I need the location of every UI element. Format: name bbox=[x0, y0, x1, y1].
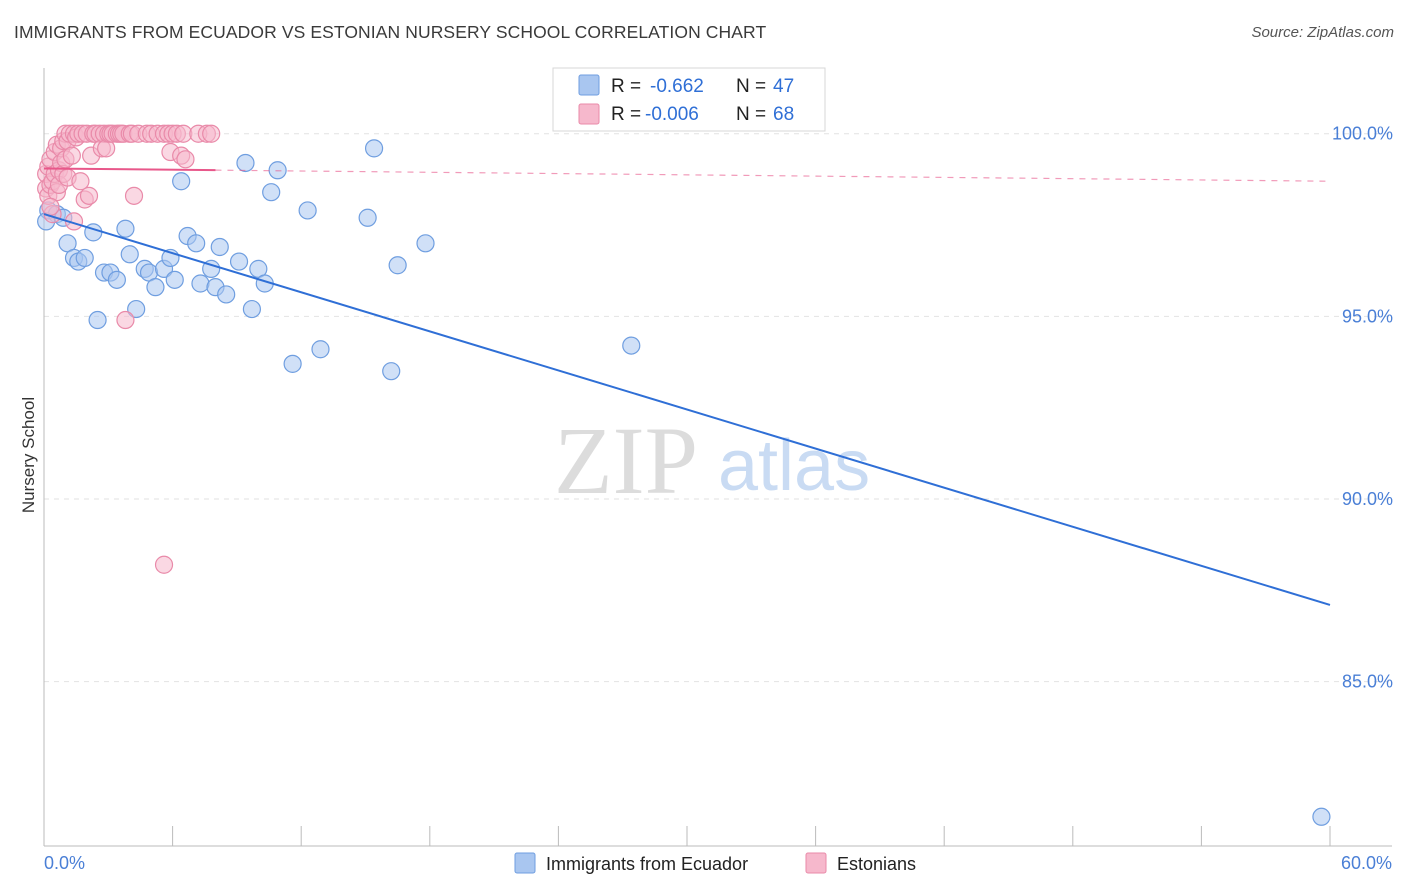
y-tick-label-0: 100.0% bbox=[1332, 124, 1393, 144]
x-tick-label-min: 0.0% bbox=[44, 853, 85, 873]
y-tick-label-3: 85.0% bbox=[1342, 672, 1393, 692]
point-ecuador-8 bbox=[88, 310, 107, 330]
point-ecuador-12 bbox=[116, 219, 135, 238]
point-ecuador-39 bbox=[358, 208, 377, 227]
point-estonians-28 bbox=[71, 172, 90, 191]
bottom-legend: Immigrants from Ecuador Estonians bbox=[514, 852, 916, 874]
trend-lines bbox=[43, 167, 1331, 606]
x-tick-label-max: 60.0% bbox=[1341, 853, 1392, 873]
point-ecuador-11 bbox=[107, 270, 126, 289]
legend-r-label-ecuador: R = bbox=[611, 76, 641, 97]
legend-swatch-estonians bbox=[578, 103, 600, 125]
legend-box: R = -0.662 N = 47 R = -0.006 N = 68 bbox=[552, 67, 826, 132]
point-ecuador-45 bbox=[1312, 807, 1331, 826]
y-tick-label-2: 90.0% bbox=[1342, 489, 1393, 509]
bottom-legend-swatch-estonians bbox=[805, 852, 827, 874]
point-ecuador-36 bbox=[283, 354, 302, 373]
point-estonians-32 bbox=[79, 186, 99, 205]
point-ecuador-42 bbox=[388, 256, 407, 275]
point-ecuador-20 bbox=[165, 270, 184, 289]
legend-n-value-ecuador: 47 bbox=[773, 76, 794, 97]
point-estonians-66 bbox=[154, 555, 174, 574]
legend-n-label-estonians: N = bbox=[736, 104, 766, 125]
legend-n-label-ecuador: N = bbox=[736, 76, 766, 97]
legend-r-value-estonians: -0.006 bbox=[645, 104, 699, 125]
point-ecuador-43 bbox=[416, 234, 435, 253]
legend-swatch-ecuador bbox=[578, 74, 600, 96]
point-ecuador-31 bbox=[242, 299, 262, 319]
point-ecuador-27 bbox=[210, 237, 229, 257]
point-ecuador-38 bbox=[311, 340, 330, 359]
data-points bbox=[37, 124, 1331, 826]
point-ecuador-24 bbox=[191, 274, 210, 293]
y-tick-labels: 100.0% 95.0% 90.0% 85.0% bbox=[1332, 124, 1393, 692]
legend-r-label-estonians: R = bbox=[611, 104, 641, 125]
point-ecuador-37 bbox=[298, 201, 317, 220]
point-estonians-67 bbox=[41, 197, 60, 216]
source-label: Source: ZipAtlas.com bbox=[1251, 24, 1394, 41]
trend-line-ecuador bbox=[43, 213, 1331, 606]
point-ecuador-44 bbox=[622, 336, 641, 355]
point-ecuador-13 bbox=[120, 245, 139, 264]
point-ecuador-40 bbox=[364, 139, 384, 158]
watermark-zip: ZIP bbox=[554, 407, 698, 514]
bottom-legend-swatch-ecuador bbox=[514, 852, 536, 874]
point-ecuador-23 bbox=[187, 234, 206, 253]
point-ecuador-29 bbox=[229, 252, 249, 271]
chart-title: IMMIGRANTS FROM ECUADOR VS ESTONIAN NURS… bbox=[14, 22, 767, 42]
point-estonians-50 bbox=[124, 186, 144, 205]
legend-r-value-ecuador: -0.662 bbox=[650, 76, 704, 97]
x-ticks bbox=[43, 826, 1331, 846]
point-estonians-65 bbox=[202, 124, 221, 143]
trend-line-estonians bbox=[43, 167, 216, 172]
point-ecuador-6 bbox=[75, 248, 94, 268]
point-estonians-23 bbox=[62, 146, 81, 165]
point-ecuador-28 bbox=[217, 285, 236, 304]
point-ecuador-34 bbox=[262, 183, 281, 202]
grid-lines bbox=[44, 133, 1392, 683]
y-axis-label: Nursery School bbox=[19, 397, 38, 513]
point-ecuador-21 bbox=[172, 172, 191, 191]
point-ecuador-17 bbox=[146, 278, 165, 297]
point-ecuador-14 bbox=[127, 299, 146, 319]
legend-n-value-estonians: 68 bbox=[773, 104, 794, 125]
watermark-atlas: atlas bbox=[718, 426, 870, 506]
point-estonians-62 bbox=[176, 150, 195, 169]
point-estonians-47 bbox=[116, 310, 135, 330]
bottom-legend-label-estonians: Estonians bbox=[837, 854, 916, 874]
point-ecuador-41 bbox=[382, 362, 401, 381]
bottom-legend-label-ecuador: Immigrants from Ecuador bbox=[546, 854, 748, 874]
y-tick-label-1: 95.0% bbox=[1342, 306, 1393, 326]
point-ecuador-30 bbox=[236, 153, 255, 173]
trend-line-estonians-extension bbox=[215, 169, 1331, 182]
